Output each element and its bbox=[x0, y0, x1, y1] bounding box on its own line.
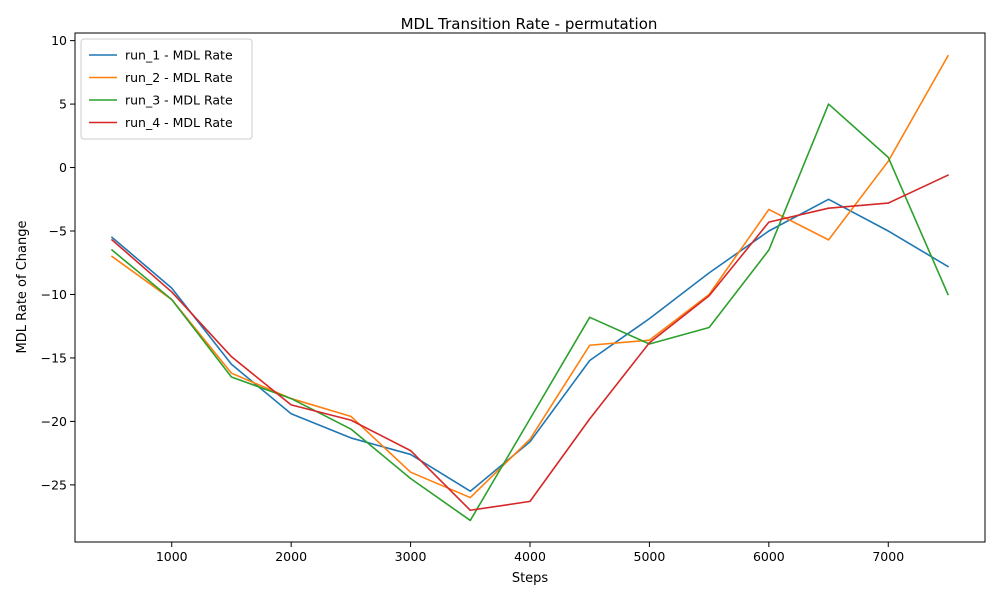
y-tick-label: −5 bbox=[49, 224, 67, 239]
plot-frame bbox=[74, 32, 986, 543]
x-tick-label: 6000 bbox=[753, 549, 785, 564]
legend-box bbox=[80, 38, 253, 140]
y-axis: −25 −20 −15 −10 −5 0 5 10 bbox=[41, 33, 75, 492]
x-axis-label: Steps bbox=[512, 571, 549, 586]
y-tick-label: 10 bbox=[51, 33, 67, 48]
chart-title: MDL Transition Rate - permutation bbox=[401, 15, 658, 33]
legend-label-run-4: run_4 - MDL Rate bbox=[125, 115, 233, 130]
y-tick-label: −20 bbox=[41, 414, 67, 429]
y-tick-label: 0 bbox=[59, 160, 67, 175]
series-line-run-4 bbox=[110, 174, 950, 512]
y-tick-label: 5 bbox=[59, 97, 67, 112]
legend-label-run-1: run_1 - MDL Rate bbox=[125, 48, 233, 63]
x-tick-label: 5000 bbox=[634, 549, 666, 564]
x-tick-label: 2000 bbox=[275, 549, 307, 564]
x-tick-label: 7000 bbox=[872, 549, 904, 564]
series-line-run-2 bbox=[110, 54, 950, 499]
x-axis: 1000 2000 3000 4000 5000 6000 7000 bbox=[156, 542, 904, 564]
legend-label-run-2: run_2 - MDL Rate bbox=[125, 70, 233, 85]
x-tick-label: 3000 bbox=[395, 549, 427, 564]
legend-label-run-3: run_3 - MDL Rate bbox=[125, 93, 233, 108]
y-tick-label: −25 bbox=[41, 477, 67, 492]
series-line-run-3 bbox=[110, 103, 950, 522]
y-axis-label: MDL Rate of Change bbox=[15, 221, 30, 354]
x-tick-label: 1000 bbox=[156, 549, 188, 564]
series-lines bbox=[110, 54, 950, 522]
legend: run_1 - MDL Rate run_2 - MDL Rate run_3 - … bbox=[80, 38, 253, 140]
x-tick-label: 4000 bbox=[514, 549, 546, 564]
y-tick-label: −15 bbox=[41, 350, 67, 365]
y-tick-label: −10 bbox=[41, 287, 67, 302]
